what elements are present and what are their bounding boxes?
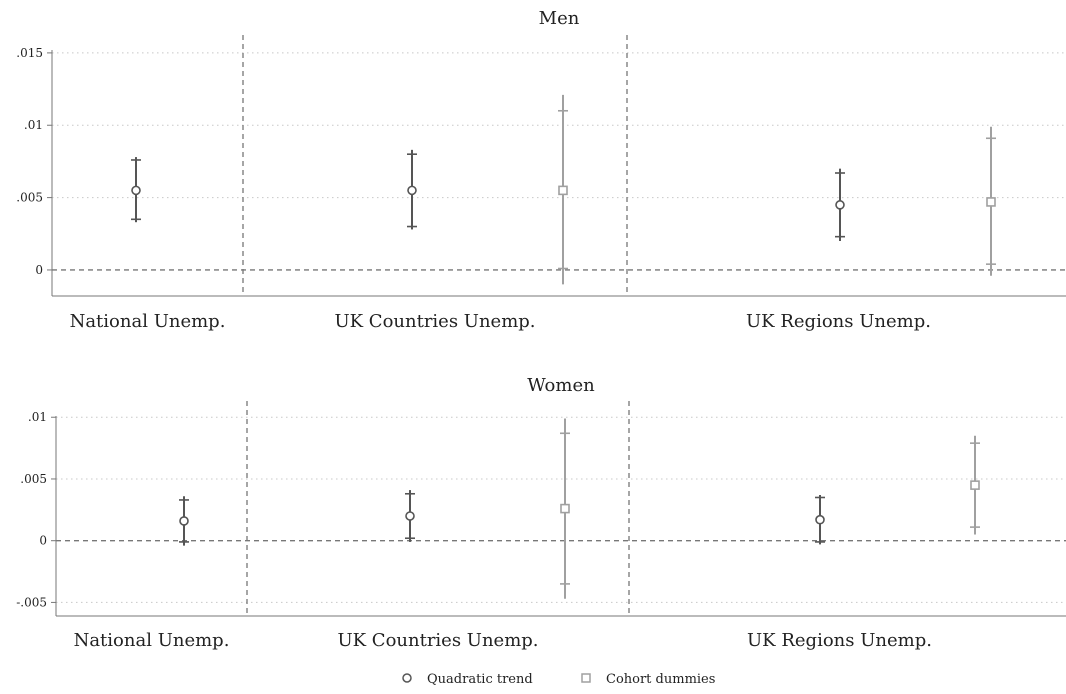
- panel-men: Men .015 .01 .005 0 National Unemp. UK Countri…: [16, 8, 1066, 332]
- legend-label: Quadratic trend: [427, 672, 533, 687]
- quadratic-trend-estimate: [405, 490, 415, 542]
- panel-title: Women: [527, 375, 595, 396]
- quadratic-trend-estimate: [131, 157, 141, 223]
- category-label: UK Countries Unemp.: [334, 311, 535, 332]
- quadratic-trend-estimate: [407, 149, 417, 230]
- category-label: UK Countries Unemp.: [337, 630, 538, 651]
- point-marker-square: [560, 503, 570, 514]
- point-marker-circle: [835, 200, 845, 210]
- legend-label: Cohort dummies: [606, 672, 715, 687]
- cohort-dummies-estimate: [560, 418, 570, 599]
- point-marker-square: [558, 185, 568, 196]
- point-marker-circle: [179, 516, 189, 526]
- cohort-dummies-estimate: [558, 94, 568, 285]
- y-tick-label: .015: [16, 46, 43, 60]
- y-tick-label: 0: [39, 534, 47, 548]
- legend-item: Cohort dummies: [581, 672, 715, 687]
- category-label: National Unemp.: [74, 630, 230, 651]
- y-tick-label: .005: [16, 191, 43, 205]
- quadratic-trend-estimate: [179, 496, 189, 546]
- point-marker-square: [970, 480, 980, 490]
- cohort-dummies-estimate: [970, 435, 980, 535]
- quadratic-trend-estimate: [835, 168, 845, 242]
- point-marker-circle: [407, 185, 417, 196]
- point-marker-circle: [405, 511, 415, 521]
- category-label: UK Regions Unemp.: [746, 311, 931, 332]
- y-tick-label: .01: [28, 410, 47, 424]
- panel-title: Men: [539, 8, 580, 29]
- y-tick-label: -.005: [16, 595, 47, 609]
- category-label: UK Regions Unemp.: [747, 630, 932, 651]
- point-marker-circle: [131, 185, 141, 196]
- legend-circle-marker: [402, 673, 412, 683]
- y-tick-label: 0: [35, 263, 43, 277]
- cohort-dummies-estimate: [986, 126, 996, 276]
- panel-women: Women .01 .005 0 -.005 National Unemp. UK Coun…: [16, 375, 1066, 651]
- category-label: National Unemp.: [70, 311, 226, 332]
- point-marker-square: [986, 197, 996, 207]
- legend: Quadratic trend Cohort dummies: [402, 672, 715, 687]
- y-tick-label: .005: [20, 472, 47, 486]
- point-marker-circle: [815, 514, 825, 525]
- quadratic-trend-estimate: [815, 495, 825, 545]
- y-tick-label: .01: [24, 118, 43, 132]
- legend-square-marker: [581, 673, 591, 683]
- legend-item: Quadratic trend: [402, 672, 533, 687]
